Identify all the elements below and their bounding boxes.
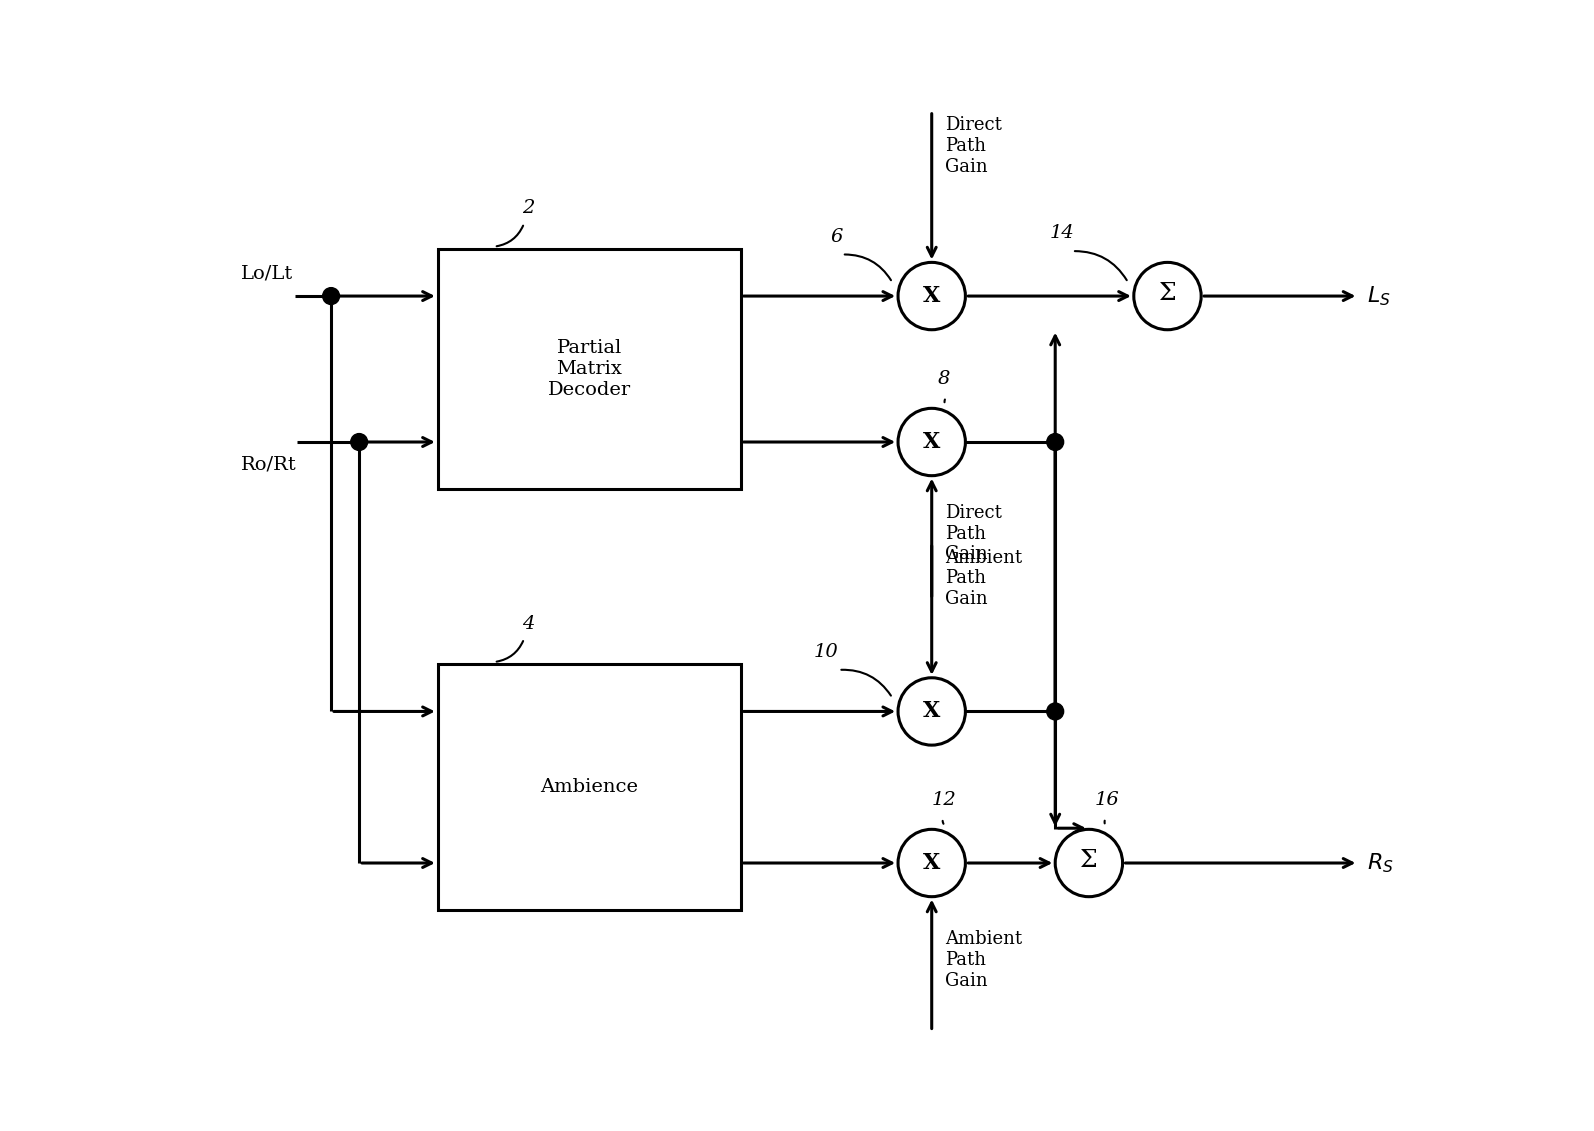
- Text: Σ: Σ: [1159, 283, 1176, 305]
- Text: $L_S$: $L_S$: [1368, 284, 1392, 308]
- Text: 8: 8: [937, 370, 950, 388]
- Circle shape: [897, 408, 966, 476]
- Bar: [438, 664, 741, 910]
- Text: Direct
Path
Gain: Direct Path Gain: [945, 116, 1003, 176]
- Text: Partial
Matrix
Decoder: Partial Matrix Decoder: [548, 339, 631, 399]
- Text: 12: 12: [932, 791, 956, 809]
- Text: 4: 4: [521, 615, 534, 633]
- Text: Ambient
Path
Gain: Ambient Path Gain: [945, 549, 1022, 608]
- Circle shape: [897, 829, 966, 897]
- Circle shape: [351, 433, 368, 450]
- Circle shape: [1133, 262, 1202, 330]
- Text: X: X: [923, 285, 940, 307]
- Circle shape: [322, 287, 340, 304]
- Circle shape: [897, 262, 966, 330]
- Bar: [438, 249, 741, 490]
- Text: X: X: [923, 852, 940, 874]
- Text: Direct
Path
Gain: Direct Path Gain: [945, 503, 1003, 563]
- Text: $R_S$: $R_S$: [1368, 852, 1395, 874]
- Text: 16: 16: [1095, 791, 1119, 809]
- Text: X: X: [923, 700, 940, 723]
- Text: Ambience: Ambience: [540, 778, 638, 796]
- Text: 6: 6: [830, 227, 843, 245]
- Circle shape: [1047, 703, 1063, 719]
- Circle shape: [1047, 433, 1063, 450]
- Circle shape: [897, 677, 966, 745]
- Text: Ro/Rt: Ro/Rt: [241, 456, 296, 474]
- Text: X: X: [923, 431, 940, 454]
- Text: 2: 2: [521, 199, 534, 217]
- Text: Lo/Lt: Lo/Lt: [241, 265, 293, 283]
- Text: 10: 10: [815, 642, 838, 661]
- Text: 14: 14: [1049, 224, 1074, 242]
- Text: Σ: Σ: [1081, 849, 1098, 872]
- Text: Ambient
Path
Gain: Ambient Path Gain: [945, 931, 1022, 990]
- Circle shape: [1055, 829, 1122, 897]
